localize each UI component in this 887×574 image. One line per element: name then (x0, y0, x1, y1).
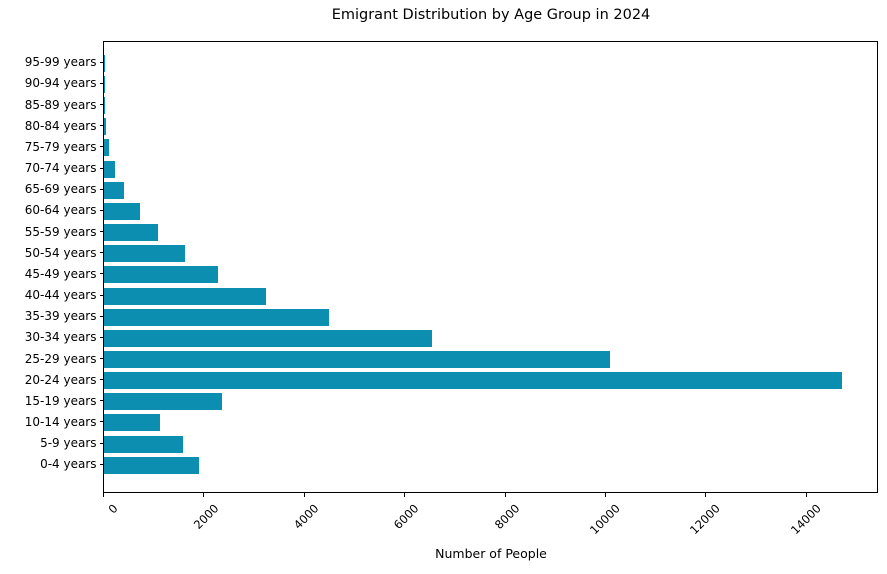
y-tick-mark (99, 104, 104, 106)
y-tick-mark (99, 358, 104, 359)
y-tick-mark (99, 442, 104, 444)
y-tick-mark (99, 336, 104, 338)
bar-50-54-years (104, 245, 185, 263)
x-tick-mark (705, 493, 707, 497)
bar-0-4-years (104, 456, 199, 474)
bar-40-44-years (104, 287, 267, 305)
y-tick-mark (99, 231, 104, 233)
bar-65-69-years (104, 181, 125, 199)
y-tick-mark (99, 400, 104, 402)
y-tick-mark (99, 125, 104, 127)
y-tick-mark (99, 209, 104, 211)
y-tick-label: 15-19 years (24, 393, 97, 408)
x-tick-mark (604, 493, 606, 497)
y-tick-mark (99, 82, 104, 84)
y-tick-label: 95-99 years (24, 55, 97, 70)
y-tick-mark (99, 61, 104, 63)
x-tick-label: 0 (105, 501, 121, 517)
bar-30-34-years (104, 329, 433, 347)
y-tick-label: 10-14 years (24, 414, 97, 429)
bar-15-19-years (104, 393, 222, 411)
y-tick-label: 70-74 years (24, 161, 97, 176)
x-tick-label: 4000 (290, 501, 322, 532)
y-tick-mark (99, 463, 104, 465)
x-tick-mark (303, 493, 305, 497)
y-tick-label: 40-44 years (24, 288, 97, 303)
bar-35-39-years (104, 308, 330, 326)
y-tick-mark (99, 188, 104, 190)
y-tick-mark (99, 379, 104, 381)
bar-20-24-years (104, 372, 842, 390)
y-tick-mark (99, 421, 104, 423)
y-tick-label: 5-9 years (40, 436, 97, 451)
chart-title: Emigrant Distribution by Age Group in 20… (331, 7, 651, 23)
y-tick-label: 75-79 years (24, 139, 97, 154)
x-tick-label: 8000 (491, 501, 523, 532)
y-tick-label: 45-49 years (24, 266, 97, 281)
bar-55-59-years (104, 224, 158, 242)
x-tick-mark (404, 493, 406, 497)
bar-60-64-years (104, 202, 141, 220)
bar-70-74-years (104, 160, 115, 178)
x-tick-mark (203, 493, 205, 497)
y-tick-mark (99, 315, 104, 317)
x-tick-label: 12000 (687, 501, 724, 538)
y-tick-label: 65-69 years (24, 182, 97, 197)
x-tick-mark (103, 493, 104, 497)
y-tick-label: 80-84 years (24, 118, 97, 133)
y-tick-mark (99, 273, 104, 275)
bar-80-84-years (104, 118, 107, 136)
y-tick-mark (99, 146, 104, 148)
y-tick-label: 60-64 years (24, 203, 97, 218)
y-tick-mark (99, 252, 104, 254)
x-tick-label: 2000 (190, 501, 222, 532)
x-tick-mark (504, 493, 506, 497)
x-tick-label: 14000 (787, 501, 824, 538)
y-tick-label: 25-29 years (24, 351, 97, 366)
y-tick-label: 90-94 years (24, 76, 97, 91)
y-tick-label: 85-89 years (24, 97, 97, 112)
y-tick-label: 50-54 years (24, 245, 97, 260)
x-tick-mark (805, 493, 807, 497)
y-tick-mark (99, 167, 104, 169)
y-tick-label: 35-39 years (24, 309, 97, 324)
bar-45-49-years (104, 266, 218, 284)
bar-75-79-years (104, 139, 110, 157)
bar-10-14-years (104, 414, 160, 432)
x-tick-label: 6000 (391, 501, 422, 532)
x-axis-label: Number of People (435, 546, 547, 561)
x-tick-label: 10000 (586, 501, 623, 538)
y-tick-label: 20-24 years (24, 372, 97, 387)
plot-area (103, 41, 878, 493)
y-tick-mark (99, 294, 104, 296)
bar-5-9-years (104, 435, 183, 453)
y-tick-label: 55-59 years (24, 224, 97, 239)
y-tick-label: 0-4 years (40, 457, 97, 472)
y-tick-label: 30-34 years (24, 330, 97, 345)
bar-85-89-years (104, 97, 105, 115)
bar-25-29-years (104, 351, 610, 368)
